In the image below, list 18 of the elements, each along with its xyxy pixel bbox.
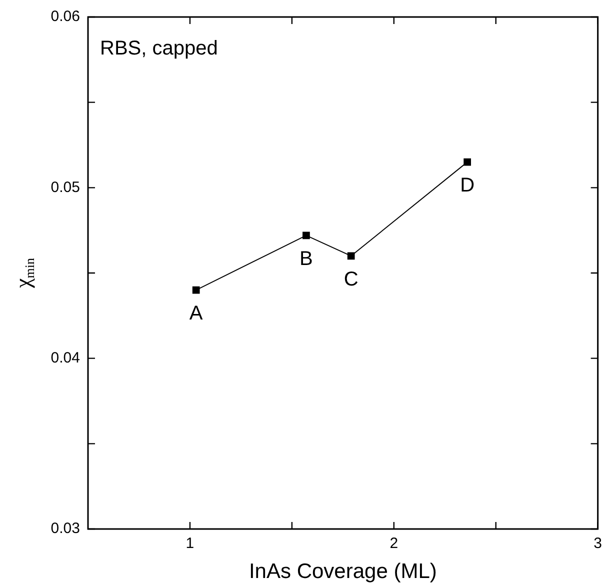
y-tick-label: 0.03 (50, 520, 80, 538)
annotation: C (344, 268, 358, 290)
x-tick-label: 3 (594, 535, 602, 552)
annotation: D (460, 174, 475, 197)
x-tick-label: 1 (186, 535, 194, 552)
x-tick-label: 2 (390, 535, 398, 552)
annotation: B (300, 248, 313, 270)
annotation: A (189, 302, 204, 325)
point (192, 286, 200, 294)
point (347, 252, 355, 260)
y-tick-label: 0.05 (50, 178, 80, 196)
point (464, 158, 471, 166)
point (302, 232, 310, 240)
y-tick-label: 0.04 (50, 349, 80, 366)
annotation: RBS, capped (100, 38, 218, 60)
y-tick-label: 0.06 (50, 8, 80, 26)
x-axis-title: InAs Coverage (ML) (248, 560, 437, 584)
y-axis-title: χmin (10, 258, 37, 289)
